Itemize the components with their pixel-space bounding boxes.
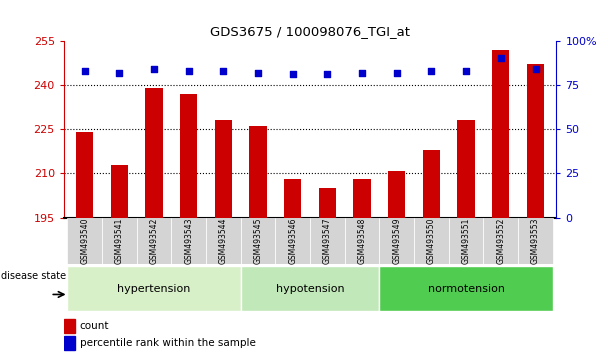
Point	[218, 68, 228, 74]
Text: GSM493542: GSM493542	[150, 217, 159, 264]
Text: GSM493547: GSM493547	[323, 217, 332, 264]
Text: GSM493540: GSM493540	[80, 217, 89, 264]
Point	[461, 68, 471, 74]
Text: GSM493551: GSM493551	[461, 217, 471, 264]
Bar	[102, 218, 137, 264]
Bar	[310, 218, 345, 264]
Text: GSM493549: GSM493549	[392, 217, 401, 264]
Text: GSM493545: GSM493545	[254, 217, 263, 264]
Bar	[345, 218, 379, 264]
Bar	[379, 218, 414, 264]
Text: GSM493544: GSM493544	[219, 217, 228, 264]
Bar	[518, 218, 553, 264]
Bar	[67, 218, 102, 264]
Bar	[76, 132, 93, 218]
Bar	[275, 218, 310, 264]
Bar	[206, 218, 241, 264]
Bar	[249, 126, 267, 218]
Text: percentile rank within the sample: percentile rank within the sample	[80, 338, 255, 348]
Bar	[379, 266, 553, 311]
Text: GSM493550: GSM493550	[427, 217, 436, 264]
Bar	[527, 64, 544, 218]
Bar	[215, 120, 232, 218]
Point	[184, 68, 193, 74]
Bar	[319, 188, 336, 218]
Point	[80, 68, 89, 74]
Bar	[241, 218, 275, 264]
Point	[358, 70, 367, 75]
Bar	[483, 218, 518, 264]
Bar	[284, 179, 302, 218]
Bar	[180, 94, 198, 218]
Text: hypertension: hypertension	[117, 284, 191, 293]
Point	[114, 70, 124, 75]
Bar	[414, 218, 449, 264]
Bar	[353, 179, 371, 218]
Point	[427, 68, 437, 74]
Bar	[492, 50, 510, 218]
Text: GSM493541: GSM493541	[115, 217, 124, 264]
Point	[323, 72, 333, 77]
Text: GSM493548: GSM493548	[358, 217, 367, 264]
Bar	[137, 218, 171, 264]
Bar	[449, 218, 483, 264]
Title: GDS3675 / 100098076_TGI_at: GDS3675 / 100098076_TGI_at	[210, 25, 410, 38]
Bar	[111, 165, 128, 218]
Bar	[64, 319, 75, 333]
Bar	[171, 218, 206, 264]
Point	[288, 72, 297, 77]
Text: GSM493543: GSM493543	[184, 217, 193, 264]
Bar	[423, 150, 440, 218]
Point	[149, 66, 159, 72]
Text: GSM493552: GSM493552	[496, 217, 505, 264]
Point	[253, 70, 263, 75]
Text: GSM493546: GSM493546	[288, 217, 297, 264]
Point	[531, 66, 541, 72]
Bar	[457, 120, 475, 218]
Text: normotension: normotension	[427, 284, 505, 293]
Bar	[388, 171, 406, 218]
Point	[496, 56, 506, 61]
Bar	[67, 266, 241, 311]
Bar	[241, 266, 379, 311]
Bar	[145, 88, 163, 218]
Point	[392, 70, 402, 75]
Text: count: count	[80, 320, 109, 331]
Text: hypotension: hypotension	[276, 284, 344, 293]
Text: disease state: disease state	[1, 271, 66, 281]
Text: GSM493553: GSM493553	[531, 217, 540, 264]
Bar	[64, 336, 75, 350]
